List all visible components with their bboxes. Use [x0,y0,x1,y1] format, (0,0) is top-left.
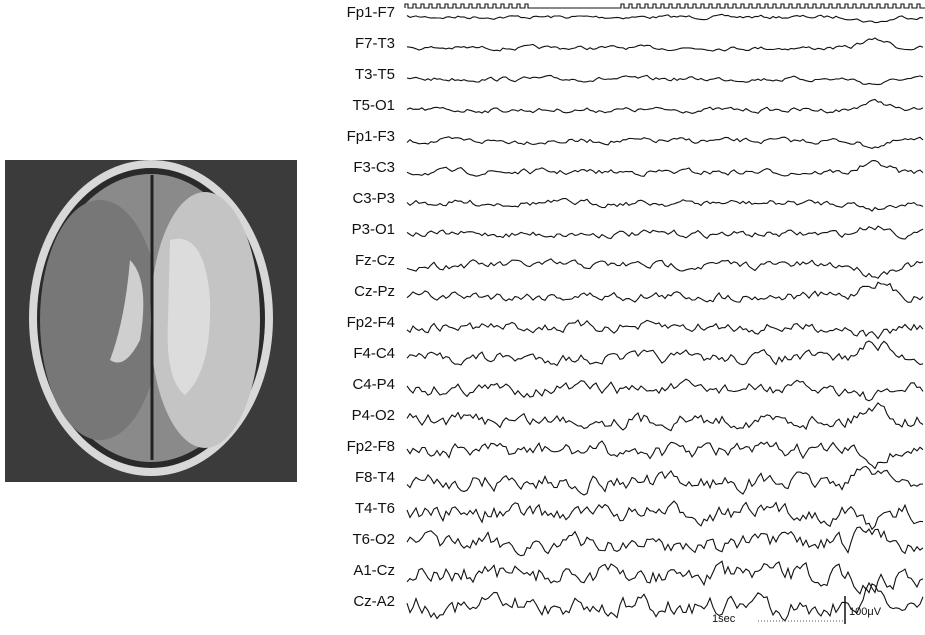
channel-label: T4-T6 [355,500,395,517]
eeg-trace [407,561,923,594]
eeg-trace [407,527,923,556]
channel-label: Fp2-F8 [347,438,395,455]
eeg-trace [407,259,923,278]
eeg-trace [407,161,923,177]
time-scale-label: 1sec [712,613,736,625]
mri-image [5,160,297,482]
channel-label: Cz-Pz [354,283,395,300]
eeg-trace [407,226,923,239]
eeg-trace [407,501,923,529]
eeg-trace [407,199,923,212]
channel-label: C4-P4 [352,376,395,393]
channel-label: T6-O2 [352,531,395,548]
channel-label: Fz-Cz [355,252,395,269]
channel-label: P4-O2 [352,407,395,424]
amplitude-scale-label: 100μV [849,606,882,618]
channel-label: C3-P3 [352,190,395,207]
eeg-trace [407,379,923,401]
eeg-trace [407,75,923,84]
channel-label: Fp2-F4 [347,314,395,331]
eeg-trace [407,341,923,366]
channel-label: F7-T3 [355,35,395,52]
channel-label: F8-T4 [355,469,395,486]
channel-label: T5-O1 [352,97,395,114]
channel-label: P3-O1 [352,221,395,238]
channel-label: A1-Cz [353,562,395,579]
eeg-trace [407,441,923,469]
figure: Fp1-F7 F7-T3 T3-T5 T5-O1 Fp1-F3 F3-C3 C3-P3 P3-… [0,0,925,630]
eeg-panel: Fp1-F7 F7-T3 T3-T5 T5-O1 Fp1-F3 F3-C3 C3-P3 P3-… [347,4,925,621]
eeg-trace [407,100,923,114]
channel-label: Fp1-F7 [347,4,395,21]
eeg-trace [407,282,923,302]
event-marker [405,4,925,8]
eeg-trace [407,38,923,51]
channel-label: Cz-A2 [353,593,395,610]
channel-label: F4-C4 [353,345,395,362]
eeg-trace [407,137,923,149]
channel-label: Fp1-F3 [347,128,395,145]
channel-label: F3-C3 [353,159,395,176]
eeg-trace [407,466,923,495]
eeg-trace [407,320,923,338]
channel-label: T3-T5 [355,66,395,83]
eeg-trace [407,403,923,431]
eeg-trace [407,14,923,22]
